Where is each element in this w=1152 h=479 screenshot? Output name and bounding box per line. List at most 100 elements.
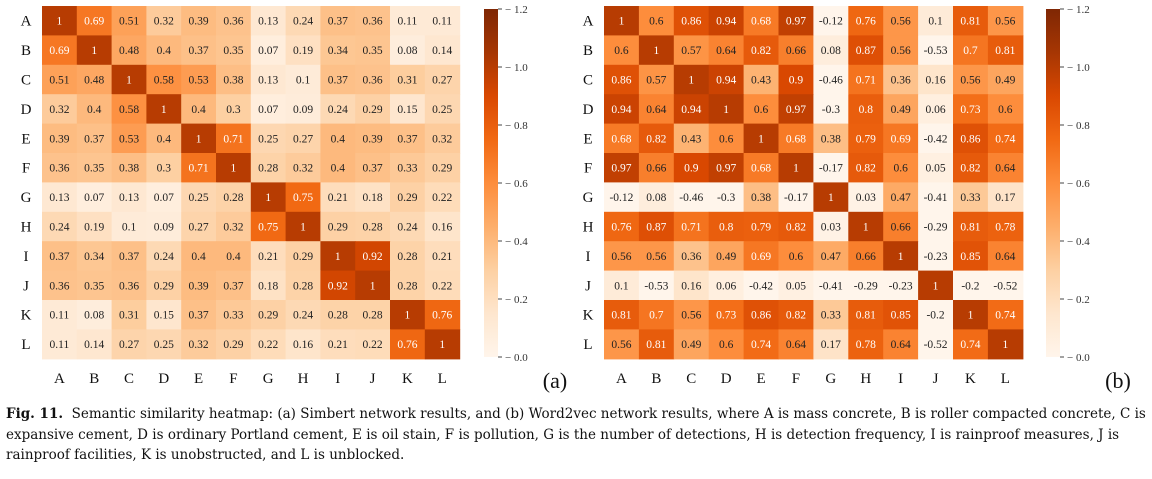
cell-value-label: 0.66: [856, 251, 876, 263]
heatmap-cell: [883, 64, 919, 95]
cell-value-label: 0.16: [293, 339, 313, 351]
heatmap-cell: [181, 153, 217, 183]
cell-value-label: -0.41: [819, 280, 843, 292]
cell-value-label: 0.81: [995, 45, 1015, 57]
heatmap-cell: [111, 153, 147, 183]
cell-value-label: 0.25: [189, 192, 209, 204]
cell-value-label: 0.27: [119, 339, 139, 351]
heatmap-cell: [813, 153, 849, 183]
heatmap-cell: [285, 35, 321, 66]
cell-value-label: 1: [161, 104, 167, 116]
column-tick-label: D: [721, 371, 732, 387]
heatmap-cell: [848, 6, 884, 36]
caption-prefix: Fig. 11.: [6, 406, 64, 422]
cell-value-label: 0.97: [716, 163, 736, 175]
cell-value-label: 0.74: [995, 310, 1015, 322]
row-tick-label: G: [583, 190, 594, 206]
cell-value-label: 0.79: [751, 222, 771, 234]
cell-value-label: 0.76: [432, 310, 452, 322]
heatmap-cell: [813, 329, 849, 360]
cell-value-label: 0.94: [681, 104, 701, 116]
cell-value-label: 0.27: [293, 133, 313, 145]
heatmap-cell: [673, 182, 710, 213]
cell-value-label: 0.97: [611, 163, 631, 175]
cell-value-label: 0.29: [293, 251, 313, 263]
cell-value-label: 0.76: [611, 222, 631, 234]
heatmap-cell: [181, 64, 217, 95]
cell-value-label: 0.32: [49, 104, 69, 116]
heatmap-cell: [673, 270, 710, 301]
cell-value-label: 0.37: [397, 133, 417, 145]
cell-value-label: 0.68: [786, 133, 806, 145]
cell-value-label: 0.32: [432, 133, 452, 145]
heatmap-cell: [813, 270, 849, 301]
cell-value-label: 1: [196, 133, 202, 145]
heatmap-cell: [42, 123, 78, 154]
heatmap-cell: [250, 270, 287, 301]
heatmap-cell: [390, 64, 426, 95]
cell-value-label: 0.37: [49, 251, 69, 263]
cell-value-label: 0.37: [84, 133, 104, 145]
heatmap-cell: [76, 182, 113, 213]
cell-value-label: 0.4: [226, 251, 241, 263]
cell-value-label: -0.17: [819, 163, 843, 175]
heatmap-cell: [813, 64, 849, 95]
row-tick-label: F: [22, 161, 30, 177]
cell-value-label: -0.41: [924, 192, 948, 204]
cell-value-label: 0.43: [751, 75, 771, 87]
heatmap-cell: [848, 300, 884, 330]
heatmap-cell: [673, 329, 710, 360]
cell-value-label: 0.68: [611, 133, 631, 145]
cell-value-label: 0.64: [995, 163, 1015, 175]
heatmap-cell: [953, 329, 989, 360]
cell-value-label: -0.46: [679, 192, 703, 204]
heatmap-cell: [424, 241, 461, 272]
heatmap-cell: [285, 300, 321, 330]
heatmap-cell: [42, 329, 78, 360]
cell-value-label: 0.81: [856, 310, 876, 322]
heatmap-cell: [320, 270, 356, 301]
cell-value-label: 0.11: [432, 16, 452, 28]
heatmap-cell: [604, 270, 640, 301]
cell-value-label: 0.56: [891, 16, 911, 28]
heatmap-cell: [953, 6, 989, 36]
heatmap-cell: [638, 6, 675, 36]
cell-value-label: 0.07: [84, 192, 104, 204]
heatmap-cell: [181, 270, 217, 301]
heatmap-cell: [42, 153, 78, 183]
heatmap-cell: [987, 300, 1024, 330]
heatmap-cell: [778, 241, 814, 272]
column-tick-label: B: [89, 371, 99, 387]
cell-value-label: 0.66: [891, 222, 911, 234]
cell-value-label: 0.9: [684, 163, 699, 175]
heatmap-cell: [42, 64, 78, 95]
cell-value-label: 0.57: [646, 75, 666, 87]
cell-value-label: 0.74: [751, 339, 771, 351]
colorbar-tick-label: − 1.0: [1067, 62, 1090, 74]
heatmap-cell: [355, 329, 391, 360]
heatmap-cell: [743, 64, 780, 95]
cell-value-label: 0.53: [119, 133, 139, 145]
heatmap-cell: [987, 211, 1024, 242]
colorbar-tick-label: − 0.8: [1067, 120, 1090, 132]
heatmap-cell: [111, 35, 147, 66]
heatmap-cell: [146, 64, 182, 95]
cell-value-label: 0.35: [84, 163, 104, 175]
cell-value-label: -0.53: [924, 45, 948, 57]
cell-value-label: 0.82: [646, 133, 666, 145]
cell-value-label: 1: [793, 163, 799, 175]
heatmap-cell: [146, 211, 182, 242]
cell-value-label: 0.05: [925, 163, 945, 175]
heatmap-cell: [778, 64, 814, 95]
heatmap-cell: [848, 153, 884, 183]
cell-value-label: 0.09: [293, 104, 313, 116]
heatmap-cell: [604, 35, 640, 66]
cell-value-label: 0.13: [49, 192, 69, 204]
cell-value-label: 0.56: [611, 339, 631, 351]
heatmap-cell: [181, 35, 217, 66]
cell-value-label: 0.71: [189, 163, 209, 175]
cell-value-label: 0.32: [293, 163, 313, 175]
heatmap-cell: [953, 270, 989, 301]
heatmap-cell: [848, 241, 884, 272]
cell-value-label: 0.4: [157, 133, 172, 145]
